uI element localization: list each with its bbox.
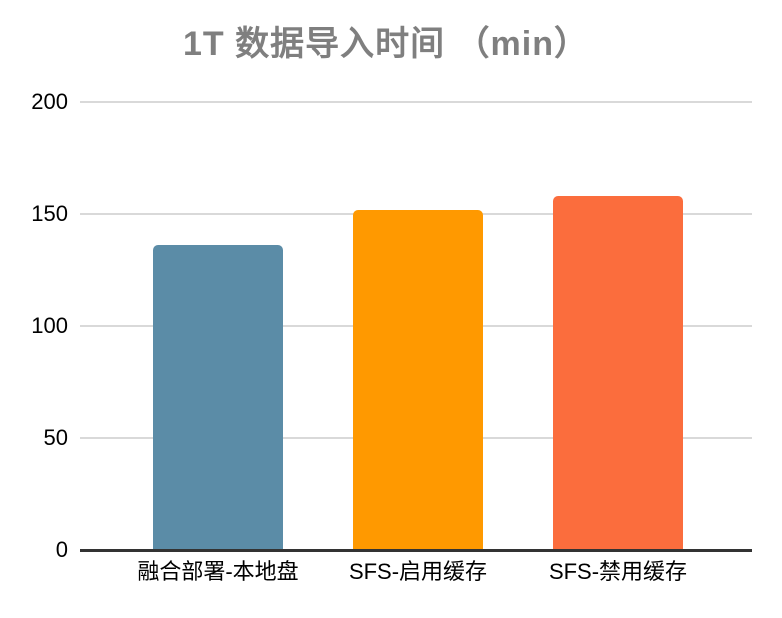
bar [553, 196, 683, 550]
chart-title: 1T 数据导入时间 （min） [182, 25, 590, 63]
x-axis-category-label: SFS-启用缓存 [348, 559, 488, 584]
x-axis-line [80, 549, 752, 552]
y-axis-tick-label: 200 [31, 89, 68, 114]
y-axis-tick-label: 100 [31, 313, 68, 338]
y-axis-tick-label: 50 [43, 425, 68, 450]
y-axis-tick-label: 0 [55, 537, 68, 562]
y-axis-tick-label: 150 [31, 201, 68, 226]
bar [353, 209, 483, 550]
bar [153, 245, 283, 550]
x-axis-category-label: 融合部署-本地盘 [137, 559, 299, 584]
gridline [80, 101, 752, 103]
x-axis-category-label: SFS-禁用缓存 [548, 559, 688, 584]
